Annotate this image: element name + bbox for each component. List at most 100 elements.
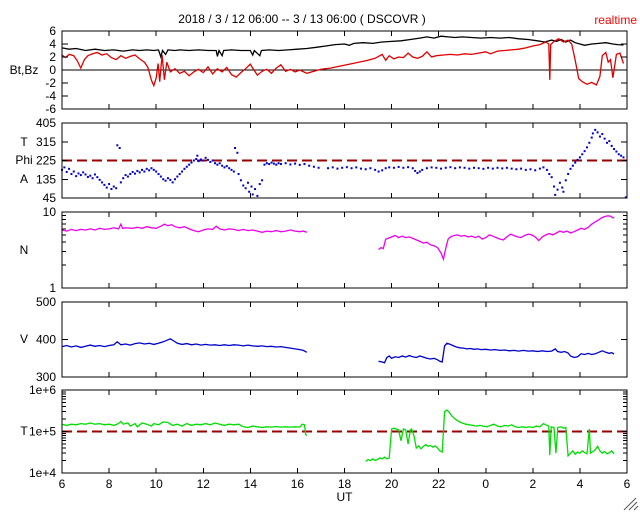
data-trace-T	[365, 409, 615, 462]
axis-label-btbz: Bt,Bz	[9, 63, 39, 77]
y-tick-label: 45	[43, 191, 57, 205]
x-tick-label: 12	[197, 477, 211, 491]
scatter-point	[384, 167, 387, 170]
y-tick-label: 315	[36, 135, 56, 149]
scatter-point	[482, 167, 485, 170]
y-tick-label: 10	[43, 205, 57, 219]
resize-handle[interactable]	[633, 505, 639, 511]
scatter-point	[268, 163, 271, 166]
scatter-point	[181, 170, 184, 173]
scatter-point	[196, 154, 199, 157]
y-tick-label: 1e+4	[29, 466, 56, 480]
x-tick-label: 4	[577, 477, 584, 491]
y-tick-label: 1	[49, 281, 56, 295]
x-tick-label: 14	[244, 477, 258, 491]
scatter-point	[564, 179, 567, 182]
scatter-point	[562, 190, 565, 193]
scatter-point	[129, 173, 132, 176]
y-tick-label: 400	[36, 333, 56, 347]
scatter-point	[148, 169, 151, 172]
scatter-point	[567, 173, 570, 176]
scatter-point	[136, 169, 139, 172]
scatter-point	[501, 167, 504, 170]
scatter-point	[202, 159, 205, 162]
scatter-point	[272, 162, 275, 165]
scatter-point	[234, 147, 237, 149]
scatter-point	[515, 168, 518, 171]
data-trace-N	[378, 215, 615, 262]
scatter-point	[263, 163, 266, 166]
scatter-point	[538, 167, 541, 170]
scatter-point	[603, 137, 606, 140]
scatter-point	[89, 174, 92, 177]
resize-handle[interactable]	[623, 497, 637, 511]
scatter-point	[216, 163, 219, 166]
scatter-point	[124, 174, 127, 177]
x-tick-label: 2	[529, 477, 536, 491]
scatter-point	[477, 167, 480, 170]
scatter-point	[143, 170, 146, 173]
scatter-point	[190, 161, 193, 164]
scatter-point	[588, 141, 591, 144]
scatter-point	[138, 171, 141, 174]
scatter-point	[284, 162, 287, 165]
scatter-point	[197, 160, 200, 163]
scatter-point	[150, 167, 153, 170]
scatter-point	[421, 168, 424, 171]
scatter-point	[364, 168, 367, 171]
scatter-point	[407, 166, 410, 169]
y-tick-label: 4	[49, 37, 56, 51]
scatter-point	[561, 186, 564, 189]
scatter-point	[468, 167, 471, 170]
scatter-point	[596, 131, 599, 134]
scatter-point	[228, 167, 231, 170]
y-tick-label: 500	[36, 295, 56, 309]
y-tick-label: -6	[45, 102, 56, 116]
scatter-point	[279, 163, 282, 166]
scatter-point	[608, 140, 611, 143]
scatter-point	[248, 190, 251, 193]
scatter-point	[331, 166, 334, 169]
scatter-point	[115, 187, 118, 190]
axis-label-v: V	[19, 332, 28, 346]
scatter-point	[594, 128, 597, 131]
y-tick-label: 6	[49, 24, 56, 38]
scatter-point	[174, 178, 176, 181]
scatter-point	[545, 168, 548, 171]
scatter-point	[317, 166, 320, 169]
axis-label-temp: T	[20, 424, 28, 438]
scatter-point	[98, 178, 101, 181]
scatter-point	[569, 167, 572, 170]
resize-handle[interactable]	[628, 501, 638, 511]
y-tick-label: 2	[49, 50, 56, 64]
scatter-point	[574, 161, 577, 164]
scatter-point	[218, 162, 221, 165]
scatter-point	[336, 167, 339, 170]
x-tick-label: 16	[291, 477, 305, 491]
y-tick-label: 1e+6	[29, 383, 56, 397]
scatter-point	[225, 165, 228, 168]
scatter-point	[258, 183, 261, 186]
scatter-point	[122, 177, 125, 180]
axis-label-a: A	[19, 172, 28, 186]
scatter-point	[341, 166, 344, 169]
x-tick-label: 6	[624, 477, 631, 491]
scatter-point	[246, 181, 249, 184]
scatter-point	[472, 166, 475, 169]
scatter-point	[119, 181, 122, 184]
scatter-point	[505, 166, 508, 169]
scatter-point	[162, 178, 165, 181]
x-tick-label: 8	[106, 477, 113, 491]
scatter-point	[425, 167, 428, 170]
scatter-point	[145, 167, 148, 170]
scatter-point	[126, 175, 129, 178]
scatter-point	[617, 153, 620, 156]
data-trace-T	[61, 420, 308, 436]
scatter-point	[463, 166, 466, 169]
scatter-point	[211, 159, 214, 162]
x-tick-label: 20	[385, 477, 399, 491]
scatter-point	[244, 187, 247, 190]
plot-title: 2018 / 3 / 12 06:00 -- 3 / 13 06:00 ( DS…	[178, 12, 426, 26]
scatter-point	[601, 133, 604, 136]
